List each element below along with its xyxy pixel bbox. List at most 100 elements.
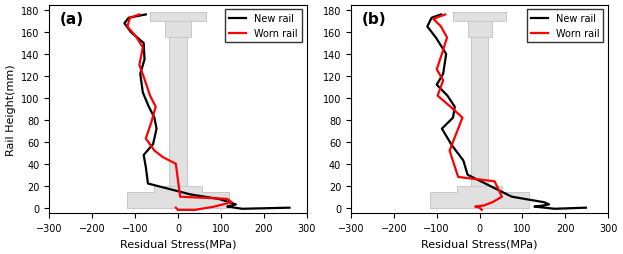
- New rail: [140, 42, 148, 45]
- Polygon shape: [453, 13, 506, 22]
- Worn rail: [152, 106, 159, 109]
- Worn rail: [176, 195, 184, 198]
- Worn rail: [159, 156, 167, 159]
- New rail: [442, 53, 450, 56]
- Worn rail: [434, 95, 441, 98]
- Worn rail: [478, 209, 485, 212]
- Worn rail: [123, 26, 131, 29]
- New rail: [187, 193, 194, 196]
- Text: (a): (a): [60, 12, 83, 27]
- Line: Worn rail: Worn rail: [434, 15, 502, 210]
- New rail: [460, 159, 467, 162]
- Worn rail: [172, 206, 179, 209]
- Worn rail: [146, 95, 154, 98]
- New rail: [232, 203, 240, 206]
- Line: Worn rail: Worn rail: [127, 15, 232, 210]
- Worn rail: [476, 206, 483, 209]
- Line: New rail: New rail: [427, 15, 586, 209]
- Legend: New rail, Worn rail: New rail, Worn rail: [526, 10, 604, 43]
- New rail: [228, 204, 235, 207]
- New rail: [150, 143, 157, 146]
- New rail: [144, 182, 151, 185]
- Worn rail: [454, 176, 462, 179]
- Polygon shape: [471, 38, 488, 186]
- New rail: [226, 201, 233, 204]
- Worn rail: [151, 149, 158, 152]
- Worn rail: [191, 209, 199, 212]
- New rail: [424, 26, 431, 29]
- Worn rail: [211, 205, 218, 208]
- Worn rail: [459, 117, 466, 120]
- New rail: [437, 14, 445, 17]
- Worn rail: [438, 53, 445, 56]
- Worn rail: [433, 69, 440, 72]
- New rail: [127, 31, 135, 34]
- Worn rail: [491, 180, 498, 183]
- X-axis label: Residual Stress(MPa): Residual Stress(MPa): [120, 239, 236, 248]
- New rail: [140, 154, 148, 157]
- Polygon shape: [430, 186, 529, 208]
- Worn rail: [142, 137, 150, 140]
- Worn rail: [446, 149, 454, 152]
- Worn rail: [219, 203, 227, 206]
- Worn rail: [136, 14, 143, 17]
- Worn rail: [442, 14, 449, 17]
- Polygon shape: [150, 13, 206, 22]
- New rail: [139, 91, 146, 94]
- New rail: [545, 203, 553, 206]
- Worn rail: [141, 78, 148, 82]
- Worn rail: [174, 209, 182, 212]
- New rail: [432, 37, 440, 40]
- Worn rail: [444, 37, 451, 40]
- Worn rail: [136, 64, 143, 67]
- New rail: [153, 128, 160, 131]
- Worn rail: [498, 195, 506, 198]
- New rail: [439, 73, 447, 76]
- New rail: [444, 95, 451, 98]
- New rail: [540, 204, 547, 207]
- New rail: [464, 173, 472, 177]
- New rail: [540, 201, 548, 204]
- Worn rail: [452, 133, 460, 136]
- Legend: New rail, Worn rail: New rail, Worn rail: [225, 10, 302, 43]
- New rail: [551, 208, 558, 211]
- Worn rail: [447, 106, 454, 109]
- New rail: [428, 17, 435, 20]
- New rail: [239, 208, 246, 211]
- Worn rail: [139, 47, 146, 50]
- Worn rail: [439, 80, 447, 83]
- New rail: [142, 166, 150, 169]
- Worn rail: [126, 17, 134, 20]
- Worn rail: [228, 201, 235, 204]
- New rail: [286, 206, 293, 209]
- New rail: [136, 73, 144, 76]
- New rail: [448, 144, 455, 147]
- New rail: [141, 59, 148, 62]
- Worn rail: [224, 198, 231, 201]
- New rail: [125, 17, 133, 20]
- New rail: [433, 84, 440, 87]
- Worn rail: [437, 26, 445, 29]
- New rail: [151, 117, 158, 120]
- Polygon shape: [165, 22, 191, 38]
- New rail: [451, 106, 459, 109]
- Worn rail: [132, 36, 140, 39]
- Polygon shape: [126, 186, 229, 208]
- New rail: [145, 106, 153, 109]
- New rail: [508, 195, 515, 198]
- New rail: [142, 14, 150, 17]
- New rail: [215, 198, 222, 201]
- New rail: [449, 117, 457, 120]
- Y-axis label: Rail Height(mm): Rail Height(mm): [6, 64, 16, 155]
- New rail: [583, 206, 590, 209]
- Worn rail: [472, 205, 479, 208]
- Polygon shape: [468, 22, 492, 38]
- New rail: [531, 205, 538, 208]
- Worn rail: [480, 204, 488, 207]
- Worn rail: [172, 163, 179, 166]
- Worn rail: [148, 121, 155, 124]
- Text: (b): (b): [361, 12, 386, 27]
- New rail: [438, 128, 445, 131]
- Line: New rail: New rail: [125, 15, 290, 209]
- Worn rail: [488, 201, 496, 204]
